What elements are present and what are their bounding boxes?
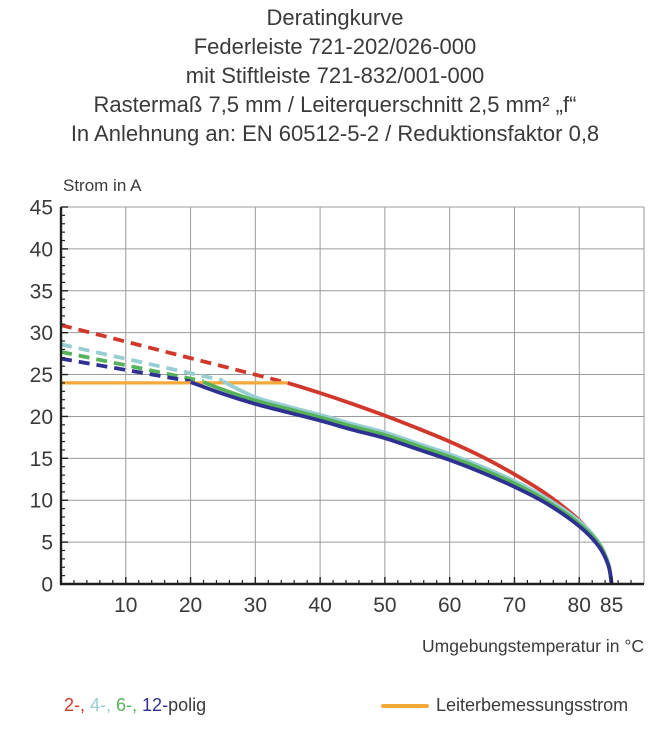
rated-current-line-swatch	[381, 704, 429, 708]
legend-6-pole: 6-,	[116, 695, 138, 715]
curve-dashed-4-polig	[60, 342, 224, 383]
subtitle-male-connector: mit Stiftleiste 721-832/001-000	[185, 63, 485, 88]
subtitle-standard-reference: In Anlehnung an: EN 60512-5-2 / Reduktio…	[70, 121, 600, 146]
x-axis-label: Umgebungstemperatur in °C	[422, 636, 644, 656]
rated-current-legend-label: Leiterbemessungsstrom	[436, 695, 629, 715]
poles-legend: 2-, 4-, 6-, 12-polig	[64, 695, 206, 716]
curve-dashed-6-polig	[60, 350, 204, 384]
x-tick-label-10: 10	[114, 594, 137, 617]
subtitle-female-connector: Federleiste 721-202/026-000	[193, 34, 477, 59]
curve-solid-12-polig	[189, 380, 614, 585]
y-axis-label: Strom in A	[63, 176, 142, 195]
y-tick-label-25: 25	[30, 364, 53, 387]
x-tick-label-30: 30	[244, 594, 267, 617]
x-tick-label-85: 85	[600, 594, 623, 617]
chart-title: Deratingkurve	[266, 5, 404, 30]
legend-2-pole: 2-,	[64, 695, 86, 715]
x-tick-label-20: 20	[179, 594, 202, 617]
y-tick-label-35: 35	[30, 280, 53, 303]
legend-poles-suffix: polig	[168, 695, 207, 715]
y-tick-label-0: 0	[41, 574, 53, 597]
y-tick-label-40: 40	[30, 238, 53, 261]
y-tick-label-5: 5	[41, 532, 53, 555]
chart-area: 10 20 30 40 50 60 70 80 85 0 5 10 15 20 25 30 35 40 45	[0, 170, 670, 645]
x-tick-label-80: 80	[568, 594, 591, 617]
y-tick-label-45: 45	[30, 197, 53, 220]
curve-solid-6-polig	[202, 380, 614, 585]
curve-dashed-2-polig	[60, 323, 289, 385]
y-tick-label-15: 15	[30, 448, 53, 471]
x-tick-label-60: 60	[438, 594, 461, 617]
subtitle-pitch-cross-section: Rastermaß 7,5 mm / Leiterquerschnitt 2,5…	[93, 92, 577, 117]
legend-4-pole: 4-,	[90, 695, 112, 715]
y-tick-label-30: 30	[30, 322, 53, 345]
x-tick-label-70: 70	[503, 594, 526, 617]
y-tick-label-20: 20	[30, 406, 53, 429]
title-block: Deratingkurve Federleiste 721-202/026-00…	[0, 3, 670, 148]
legend-12-pole: 12-	[142, 695, 169, 715]
curve-dashed-12-polig	[60, 356, 191, 384]
x-tick-label-50: 50	[373, 594, 396, 617]
derating-curve-plot: 10 20 30 40 50 60 70 80 85 0 5 10 15 20 25 30 35 40 45	[30, 197, 645, 617]
y-tick-label-10: 10	[30, 490, 53, 513]
x-tick-label-40: 40	[308, 594, 331, 617]
